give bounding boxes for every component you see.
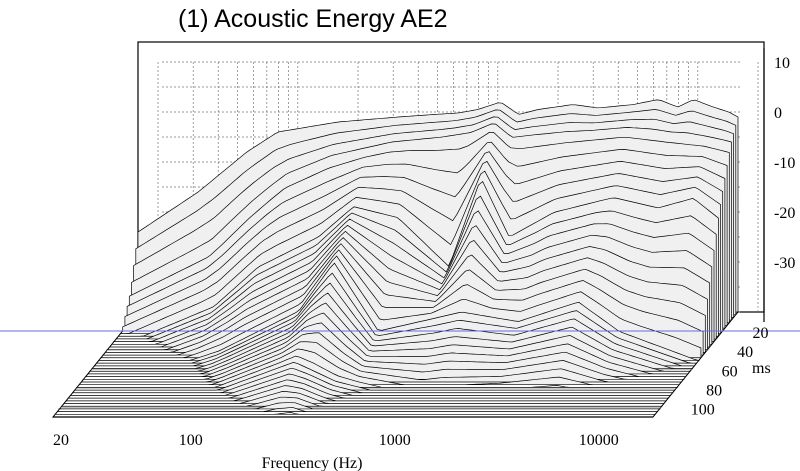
waterfall-slice (74, 362, 676, 391)
y-tick-label: -10 (774, 155, 795, 172)
x-tick-label: 10000 (579, 432, 619, 449)
time-tick-label: 100 (691, 401, 715, 418)
y-tick-label: 10 (774, 55, 790, 72)
waterfall-slice (75, 355, 679, 388)
x-tick-label: 1000 (379, 432, 411, 449)
time-tick-label: 40 (737, 344, 753, 361)
waterfall-slice (57, 407, 658, 412)
waterfall-slice (82, 332, 685, 380)
x-axis-label: Frequency (Hz) (262, 455, 363, 471)
time-tick-label: 60 (722, 363, 738, 380)
waterfall-slice (69, 373, 672, 396)
y-tick-label: 0 (774, 105, 782, 122)
waterfall-slice (72, 367, 674, 394)
chart-title: (1) Acoustic Energy AE2 (178, 5, 448, 33)
waterfall-slice (67, 379, 670, 399)
waterfall-slice (61, 396, 663, 407)
waterfall-slice (79, 348, 680, 386)
time-axis-label: ms (752, 360, 771, 377)
waterfall-slice (81, 341, 682, 383)
x-tick-label: 20 (53, 432, 69, 449)
y-tick-label: -30 (774, 255, 795, 272)
waterfall-slice (55, 412, 656, 415)
waterfall-slices (53, 99, 739, 418)
waterfall-slice (65, 385, 667, 402)
time-tick-label: 20 (753, 325, 769, 342)
x-tick-label: 100 (179, 432, 203, 449)
waterfall-slice (58, 402, 661, 410)
chart-frame (0, 48, 800, 418)
waterfall-slice (63, 391, 665, 404)
time-tick-label: 80 (706, 382, 722, 399)
waterfall-slice (85, 322, 687, 377)
y-tick-label: -20 (774, 205, 795, 222)
